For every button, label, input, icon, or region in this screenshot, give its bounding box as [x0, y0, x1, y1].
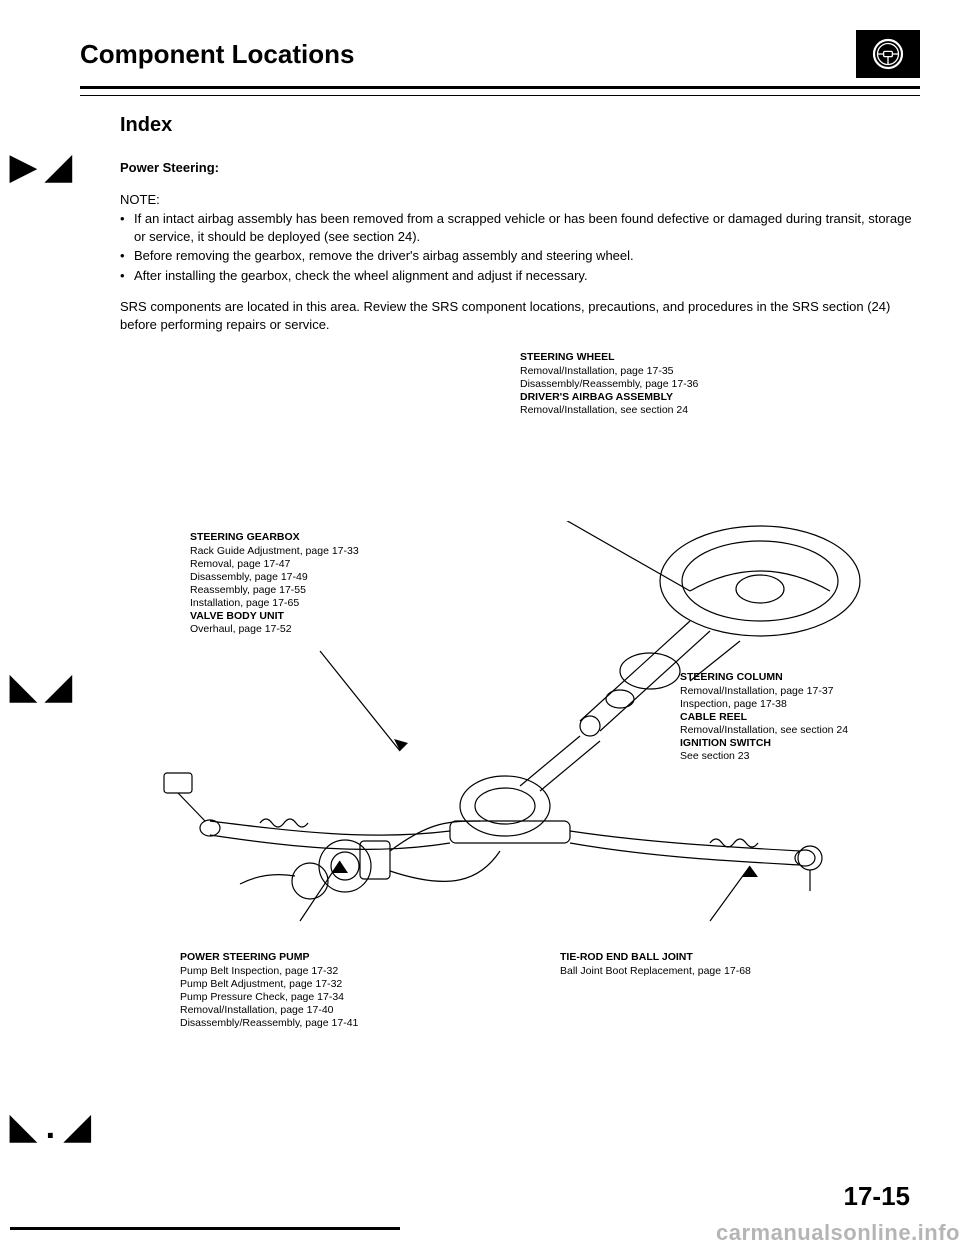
page-header: Component Locations — [80, 30, 920, 89]
callout-line: Removal/Installation, page 17-35 — [520, 365, 790, 378]
callout-line: Removal/Installation, page 17-40 — [180, 1004, 420, 1017]
margin-marker-bot: ◣ . ◢ — [10, 1110, 91, 1144]
note-item: If an intact airbag assembly has been re… — [120, 210, 920, 245]
header-rule — [80, 95, 920, 96]
note-item: After installing the gearbox, check the … — [120, 267, 920, 285]
section-heading: Index — [120, 114, 920, 137]
callout-line: Pump Pressure Check, page 17-34 — [180, 991, 420, 1004]
callout-line: Disassembly/Reassembly, page 17-36 — [520, 378, 790, 391]
callout-line: Ball Joint Boot Replacement, page 17-68 — [560, 965, 820, 978]
note-list: If an intact airbag assembly has been re… — [120, 210, 920, 284]
manual-page: Component Locations ▶ ◢ ◣ ◢ ◣ . ◢ Index … — [80, 30, 920, 1212]
callout-caption: POWER STEERING PUMP — [180, 951, 420, 964]
exploded-diagram: STEERING WHEEL Removal/Installation, pag… — [120, 351, 920, 1091]
callout-line: Pump Belt Adjustment, page 17-32 — [180, 978, 420, 991]
margin-marker-top: ▶ ◢ — [10, 150, 72, 184]
subheading: Power Steering: — [120, 159, 920, 177]
note-label: NOTE: — [120, 191, 920, 209]
callout-caption: STEERING WHEEL — [520, 351, 790, 364]
callout-line: Disassembly/Reassembly, page 17-41 — [180, 1017, 420, 1030]
callout-caption: TIE-ROD END BALL JOINT — [560, 951, 820, 964]
callout-tie-rod-end: TIE-ROD END BALL JOINT Ball Joint Boot R… — [560, 951, 820, 977]
body-content: Power Steering: NOTE: If an intact airba… — [120, 159, 920, 1091]
srs-paragraph: SRS components are located in this area.… — [120, 298, 920, 333]
callout-caption: DRIVER'S AIRBAG ASSEMBLY — [520, 391, 790, 404]
section-icon — [856, 30, 920, 78]
page-number: 17-15 — [844, 1181, 911, 1212]
page-title: Component Locations — [80, 39, 354, 70]
note-item: Before removing the gearbox, remove the … — [120, 247, 920, 265]
margin-marker-mid: ◣ ◢ — [10, 670, 72, 704]
callout-steering-wheel: STEERING WHEEL Removal/Installation, pag… — [520, 351, 790, 417]
callout-power-steering-pump: POWER STEERING PUMP Pump Belt Inspection… — [180, 951, 420, 1030]
line-art-illustration — [150, 521, 910, 941]
watermark: carmanualsonline.info — [716, 1220, 960, 1246]
callout-line: Pump Belt Inspection, page 17-32 — [180, 965, 420, 978]
footer-rule — [10, 1227, 400, 1230]
callout-line: Removal/Installation, see section 24 — [520, 404, 790, 417]
